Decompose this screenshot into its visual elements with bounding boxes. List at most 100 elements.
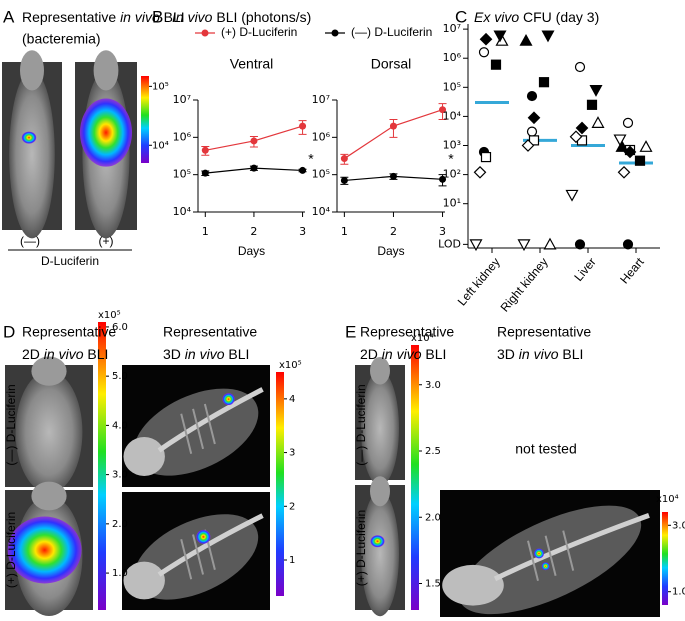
y-tick-label: 10¹ <box>443 197 461 210</box>
colorbar-scale: x10⁴ <box>656 494 679 505</box>
panel-subtitle-part: in vivo <box>185 346 225 362</box>
panel-title: Representative <box>163 324 257 340</box>
legend-label: (+) D-Luciferin <box>221 25 297 39</box>
data-point <box>250 164 258 172</box>
data-point <box>493 30 507 43</box>
panel-subtitle: (bacteremia) <box>22 31 101 47</box>
data-point <box>569 130 583 144</box>
panel-title-part: BLI <box>164 9 185 25</box>
data-point <box>473 165 487 179</box>
data-point <box>617 165 631 179</box>
data-point <box>575 121 589 135</box>
y-tick-label: 10⁶ <box>173 130 192 143</box>
mouse-head <box>31 481 67 511</box>
ct-skull <box>123 561 165 600</box>
y-tick-label: 10⁴ <box>443 109 462 122</box>
significance-mark: * <box>308 151 314 167</box>
bli-signal <box>21 131 37 144</box>
x-tick-label: Heart <box>617 254 647 286</box>
y-tick-label: 10⁷ <box>312 93 330 106</box>
panel-subtitle-part: 2D <box>22 346 40 362</box>
row-label: (+) D-Luciferin <box>4 512 18 588</box>
panel-title-part: BLI (photons/s) <box>216 9 311 25</box>
colorbar-scale: x10⁵ <box>98 310 121 321</box>
significance-mark: * <box>448 151 454 167</box>
colorbar-tick-label: 5.0 <box>112 371 128 382</box>
y-tick-label: 10⁶ <box>312 130 331 143</box>
bli-signal <box>534 548 544 559</box>
panel-subtitle-part: in vivo <box>382 346 422 362</box>
legend-label: (—) D-Luciferin <box>351 25 432 39</box>
panel-title: In vivo BLI (photons/s) <box>172 9 311 25</box>
colorbar <box>276 372 284 596</box>
ct-spine <box>157 513 264 577</box>
y-tick-label: 10³ <box>443 139 461 152</box>
x-tick-label: 2 <box>250 225 257 238</box>
panel-letter: C <box>455 7 467 26</box>
colorbar-tick-label: 2.0 <box>425 512 441 523</box>
colorbar <box>98 322 106 610</box>
bli-signal <box>541 562 550 571</box>
y-tick-label: 10⁷ <box>173 93 191 106</box>
panel-subtitle-part: 3D <box>497 346 515 362</box>
data-point <box>519 33 533 46</box>
panel-subtitle-part: in vivo <box>519 346 559 362</box>
panel-title: Ex vivo CFU (day 3) <box>474 9 599 25</box>
not-tested-note: not tested <box>515 441 577 457</box>
condition-label: (—) <box>20 234 40 248</box>
colorbar-tick-label: 10⁴ <box>152 140 169 151</box>
panel-subtitle-part: 3D <box>163 346 181 362</box>
data-point <box>526 90 538 102</box>
panel-title-part: Ex vivo <box>474 9 519 25</box>
legend-marker <box>331 29 339 37</box>
data-point <box>574 239 586 250</box>
colorbar-tick-label: 3 <box>289 448 295 459</box>
data-point <box>615 140 629 152</box>
colorbar-tick-label: 2 <box>289 501 295 512</box>
data-point <box>439 106 447 114</box>
panel-title: Representative <box>360 324 454 340</box>
mouse-head <box>20 50 44 91</box>
colorbar-tick-label: 1 <box>289 555 295 566</box>
row-label: (+) D-Luciferin <box>354 510 368 586</box>
panel-subtitle-part: in vivo <box>44 346 84 362</box>
colorbar <box>141 76 149 163</box>
panel-subtitle: 3D in vivo BLI <box>163 346 249 362</box>
panel-subtitle-part: BLI <box>87 346 108 362</box>
row-label: (—) D-Luciferin <box>4 384 18 465</box>
ct-skull <box>442 564 504 606</box>
bli-signal <box>79 98 133 167</box>
mouse-head <box>370 476 390 507</box>
ct-skull <box>123 436 165 477</box>
y-tick-label: 10⁵ <box>173 168 191 181</box>
legend-marker <box>201 29 209 37</box>
y-tick-label: 10⁵ <box>443 80 461 93</box>
panel-title-part: CFU (day 3) <box>523 9 599 25</box>
y-tick-label: 10⁷ <box>443 22 461 35</box>
colorbar-tick-label: 2.0 <box>112 519 128 530</box>
mouse-head <box>31 356 67 386</box>
x-axis-label: Days <box>377 244 404 258</box>
colorbar-tick-label: 1.0 <box>112 568 128 579</box>
x-tick-label: 3 <box>439 225 446 238</box>
data-point <box>538 77 550 88</box>
data-point <box>439 175 447 183</box>
data-point <box>543 237 557 250</box>
x-tick-label: Right kidney <box>498 255 551 315</box>
data-point <box>622 239 634 250</box>
data-point <box>586 99 598 110</box>
bli-signal <box>196 529 211 544</box>
subplot-title: Dorsal <box>371 56 411 72</box>
colorbar <box>662 512 668 605</box>
panel-subtitle-part: 2D <box>360 346 378 362</box>
x-tick-label: 1 <box>341 225 348 238</box>
panel-subtitle-part: BLI <box>228 346 249 362</box>
mouse-body <box>15 371 83 494</box>
mouse-body <box>361 491 399 617</box>
y-tick-label: LOD <box>438 237 461 250</box>
ct-ribs <box>180 403 216 455</box>
mouse-head <box>93 50 119 91</box>
data-point <box>527 111 541 125</box>
colorbar-scale: x10⁵ <box>279 360 302 371</box>
